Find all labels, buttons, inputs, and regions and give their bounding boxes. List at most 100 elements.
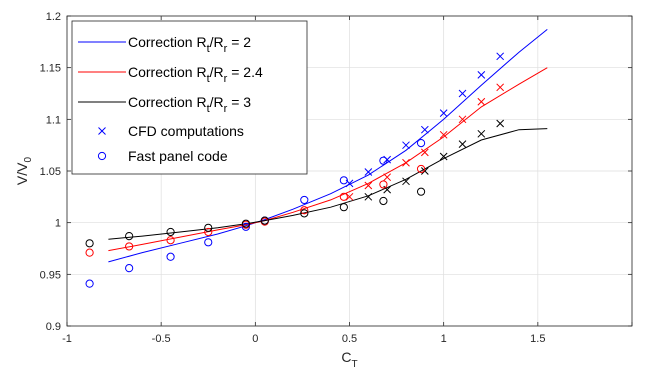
y-axis-label: V/V0 [14, 156, 34, 185]
cfd-point [458, 140, 467, 148]
correction-curve-0 [108, 29, 548, 263]
cfd-point [402, 141, 410, 150]
y-tick-label: 1.05 [40, 166, 61, 178]
cfd-point [420, 148, 429, 157]
y-tick-label: 1.1 [46, 114, 61, 126]
legend-label-part: r [224, 43, 228, 55]
cfd-point [364, 181, 373, 190]
legend-label-part: r [224, 73, 228, 85]
panel-code-point [166, 227, 175, 237]
legend-label-part: Fast panel code [128, 148, 228, 164]
cfd-point [364, 168, 373, 176]
cfd-point [383, 185, 392, 194]
panel-code-point [416, 187, 426, 196]
panel-code-point [85, 279, 94, 288]
panel-code-point [125, 242, 134, 251]
legend-label-part: Correction R [128, 34, 207, 50]
y-tick-label: 0.95 [40, 269, 61, 281]
cfd-point [496, 83, 505, 92]
x-tick-label: 1 [441, 333, 447, 345]
y-tick-label: 1.2 [46, 11, 61, 23]
legend-box [71, 20, 308, 175]
panel-code-point [260, 216, 269, 225]
legend-label-part: Correction R [128, 94, 207, 110]
panel-code-point [125, 232, 134, 241]
legend-item: Correction Rt/Rr = 3 [78, 94, 251, 115]
y-axis-label-main: V/V [14, 162, 30, 185]
legend-label-part: CFD computations [128, 123, 244, 139]
legend-item: Fast panel code [97, 148, 228, 164]
panel-code-point [85, 248, 94, 257]
tick-labels: -1 -0.5 0 0.5 1 1.5 0.9 0.95 1 1.05 1.1 1.15 1.2 [40, 11, 546, 345]
cfd-point [439, 130, 448, 139]
x-tick-label: -0.5 [152, 333, 171, 345]
legend-label: Fast panel code [128, 148, 228, 164]
legend-label: Correction Rt/Rr = 2 [128, 34, 251, 55]
y-axis-label-subscript: 0 [23, 156, 34, 162]
legend-item: Correction Rt/Rr = 2.4 [78, 64, 263, 85]
cfd-point [420, 167, 429, 175]
legend-item: Correction Rt/Rr = 2 [78, 34, 251, 55]
cfd-point [439, 152, 448, 161]
legend-label-part: Correction R [128, 64, 207, 80]
panel-code-point [300, 195, 309, 205]
panel-code-point [204, 223, 213, 232]
legend-label: Correction Rt/Rr = 2.4 [128, 64, 263, 85]
legend-label-part: /R [210, 64, 224, 80]
y-tick-label: 0.9 [46, 321, 61, 333]
legend-circle-swatch [97, 151, 107, 161]
panel-code-point [85, 239, 94, 248]
x-tick-label: 0 [252, 333, 258, 345]
x-axis-label-main: C [341, 349, 351, 365]
legend-label: Correction Rt/Rr = 3 [128, 94, 251, 115]
panel-code-point [241, 222, 251, 231]
cfd-point [439, 109, 448, 117]
legend-label-part: t [207, 103, 210, 115]
cfd-point [402, 177, 410, 186]
cfd-point [458, 115, 467, 124]
cfd-point [458, 89, 467, 98]
correction-curve-1 [108, 67, 548, 252]
panel-code-point [339, 203, 348, 212]
panel-code-point [339, 176, 348, 185]
panel-code-point [241, 219, 251, 228]
cfd-point [477, 129, 486, 138]
x-tick-label: 1.5 [530, 333, 545, 345]
cfd-point [402, 158, 410, 167]
legend-label-part: r [224, 103, 228, 115]
panel-code-point [204, 227, 213, 237]
panel-code-point [379, 156, 388, 165]
x-tick-label: 0.5 [342, 333, 357, 345]
panel-code-point [204, 238, 213, 247]
cfd-point [364, 192, 373, 201]
cfd-point [477, 71, 486, 79]
correction-curve-2 [108, 128, 548, 240]
legend-label-part: = 3 [227, 94, 251, 110]
data-marks [85, 29, 548, 288]
panel-code-point [125, 264, 134, 273]
x-axis-label: CT [341, 349, 357, 370]
panel-code-point [416, 139, 426, 148]
legend-label-part: = 2 [227, 34, 251, 50]
cfd-point [477, 97, 486, 106]
legend-label-part: /R [210, 34, 224, 50]
panel-code-point [379, 180, 388, 189]
panel-code-point [379, 196, 388, 206]
legend-label: CFD computations [128, 123, 244, 139]
panel-code-point [166, 252, 175, 261]
legend-label-part: t [207, 73, 210, 85]
panel-code-point [300, 209, 309, 218]
panel-code-point [416, 164, 426, 174]
legend-label-part: t [207, 43, 210, 55]
legend-cross-swatch [98, 127, 106, 135]
legend-label-part: = 2.4 [227, 64, 263, 80]
cfd-point [496, 52, 505, 61]
cfd-point [383, 173, 392, 182]
panel-code-point [339, 192, 348, 201]
plot-area-border [66, 15, 633, 327]
panel-code-point [166, 236, 175, 245]
y-tick-label: 1 [55, 218, 61, 230]
cfd-point [496, 119, 505, 128]
